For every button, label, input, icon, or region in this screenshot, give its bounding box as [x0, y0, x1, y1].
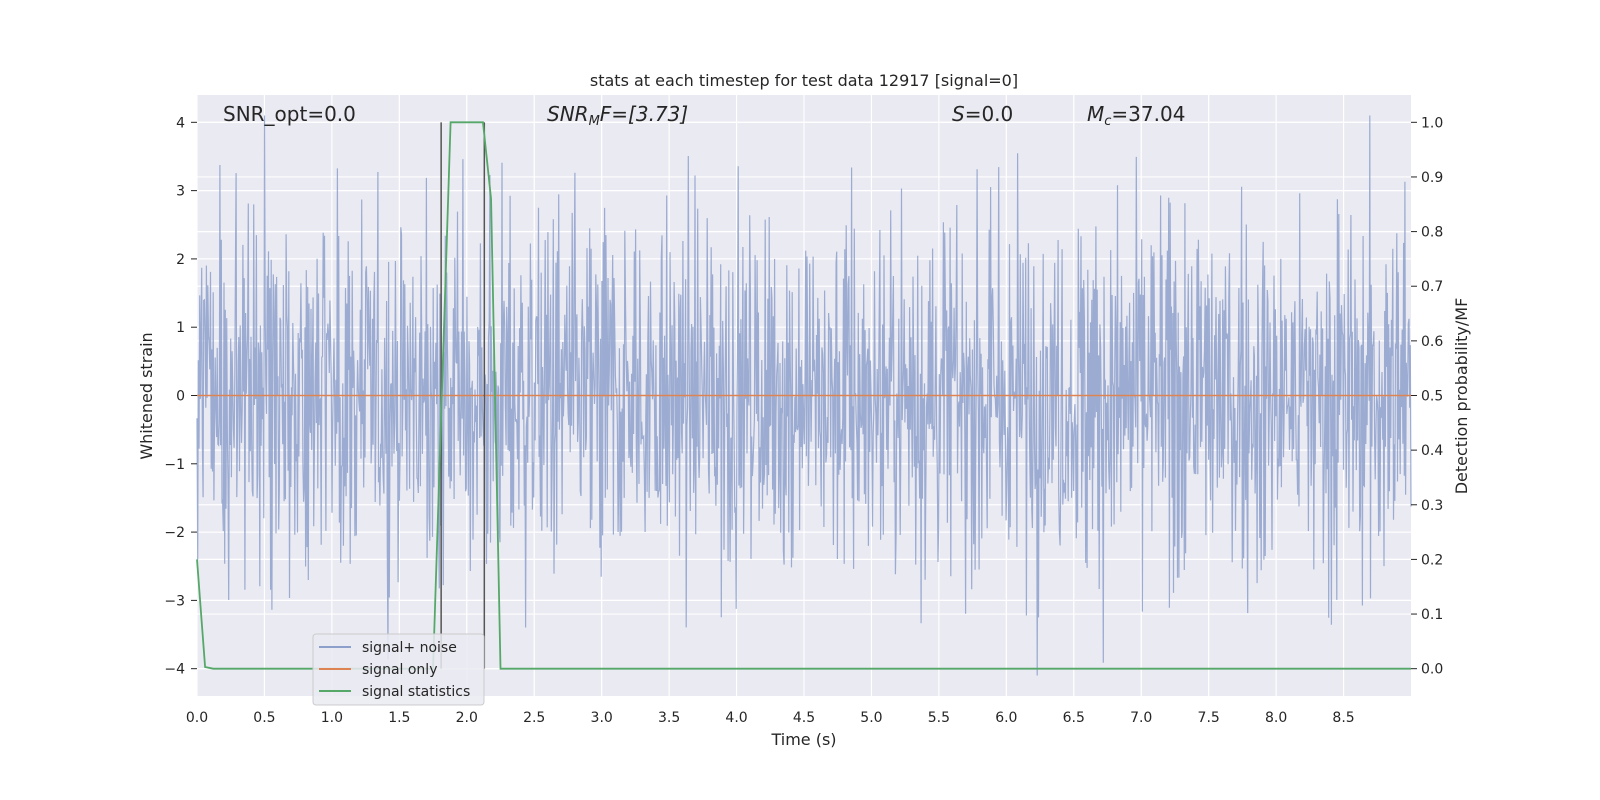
legend-label-signal-only: signal only	[362, 662, 437, 678]
y-tick-label: 0	[176, 389, 185, 405]
series-signal-statistics	[196, 121, 1411, 670]
x-tick-label: 4.0	[725, 710, 747, 726]
y-axis-label: Whitened strain	[137, 332, 156, 459]
y2-tick-label: 0.1	[1421, 607, 1443, 623]
y2-tick-label: 0.2	[1421, 552, 1443, 568]
annotation-s: S=0.0	[952, 102, 1013, 126]
y-axis-ticks: 4 3 2 1 0 −1 −2 −3 −4	[164, 115, 197, 678]
y2-tick-label: 0.8	[1421, 225, 1443, 241]
s-base: S	[952, 102, 965, 126]
legend-label-signal-noise: signal+ noise	[362, 640, 457, 656]
annotation-snr-opt: SNR_opt=0.0	[223, 102, 356, 126]
x-tick-label: 0.5	[253, 710, 275, 726]
x-tick-label: 7.5	[1198, 710, 1220, 726]
y2-tick-label: 0.9	[1421, 170, 1443, 186]
y-tick-label: −2	[164, 525, 185, 541]
y2-tick-label: 0.5	[1421, 389, 1443, 405]
signal-statistics-line	[196, 121, 1411, 670]
x-tick-label: 8.0	[1265, 710, 1287, 726]
x-axis-ticks: 0.0 0.5 1.0 1.5 2.0 2.5 3.0 3.5 4.0 4.5 5.0 5.5 6.0 6…	[186, 710, 1355, 726]
mc-rest: =37.04	[1111, 102, 1185, 126]
legend: signal+ noise signal only signal statist…	[312, 633, 485, 706]
legend-label-signal-statistics: signal statistics	[362, 684, 470, 700]
x-tick-label: 5.0	[860, 710, 882, 726]
y-tick-label: 1	[176, 320, 185, 336]
legend-box	[312, 633, 485, 706]
annotation-snr-mf: SNRMF=[3.73]	[547, 102, 688, 129]
x-tick-label: 8.5	[1332, 710, 1354, 726]
x-tick-label: 2.5	[523, 710, 545, 726]
snr-mf-rest: F=[3.73]	[600, 102, 688, 126]
snr-mf-sub: M	[589, 114, 600, 129]
x-tick-label: 6.0	[995, 710, 1017, 726]
x-tick-label: 5.5	[928, 710, 950, 726]
y-tick-label: −1	[164, 457, 185, 473]
chart-title: stats at each timestep for test data 129…	[590, 71, 1018, 90]
series-signal-noise	[196, 115, 1412, 676]
y-tick-label: 3	[176, 184, 185, 200]
x-tick-label: 7.0	[1130, 710, 1152, 726]
x-tick-label: 3.0	[591, 710, 613, 726]
y2-axis-ticks: 1.0 0.9 0.8 0.7 0.6 0.5 0.4 0.3 0.2 0.1 0.0	[1411, 115, 1443, 678]
x-tick-label: 3.5	[658, 710, 680, 726]
x-tick-label: 4.5	[793, 710, 815, 726]
y2-tick-label: 1.0	[1421, 115, 1443, 131]
y-tick-label: 2	[176, 252, 185, 268]
y2-tick-label: 0.7	[1421, 279, 1443, 295]
annotation-mc: Mc=37.04	[1087, 102, 1185, 129]
mc-base: M	[1087, 102, 1104, 126]
noise-line	[196, 115, 1412, 676]
y2-tick-label: 0.6	[1421, 334, 1443, 350]
y2-axis-label: Detection probability/MF	[1452, 298, 1471, 495]
x-tick-label: 1.0	[321, 710, 343, 726]
x-tick-label: 6.5	[1063, 710, 1085, 726]
x-tick-label: 1.5	[388, 710, 410, 726]
x-axis-label: Time (s)	[770, 730, 836, 749]
y2-tick-label: 0.4	[1421, 443, 1443, 459]
y-tick-label: 4	[176, 115, 185, 131]
y2-tick-label: 0.0	[1421, 662, 1443, 678]
y2-tick-label: 0.3	[1421, 498, 1443, 514]
x-tick-label: 2.0	[456, 710, 478, 726]
plot-contents	[196, 115, 1412, 676]
y-tick-label: −4	[164, 662, 185, 678]
x-tick-label: 0.0	[186, 710, 208, 726]
y-tick-label: −3	[164, 593, 185, 609]
snr-mf-base: SNR	[547, 102, 589, 126]
mc-sub: c	[1104, 114, 1111, 129]
s-rest: =0.0	[965, 102, 1014, 126]
